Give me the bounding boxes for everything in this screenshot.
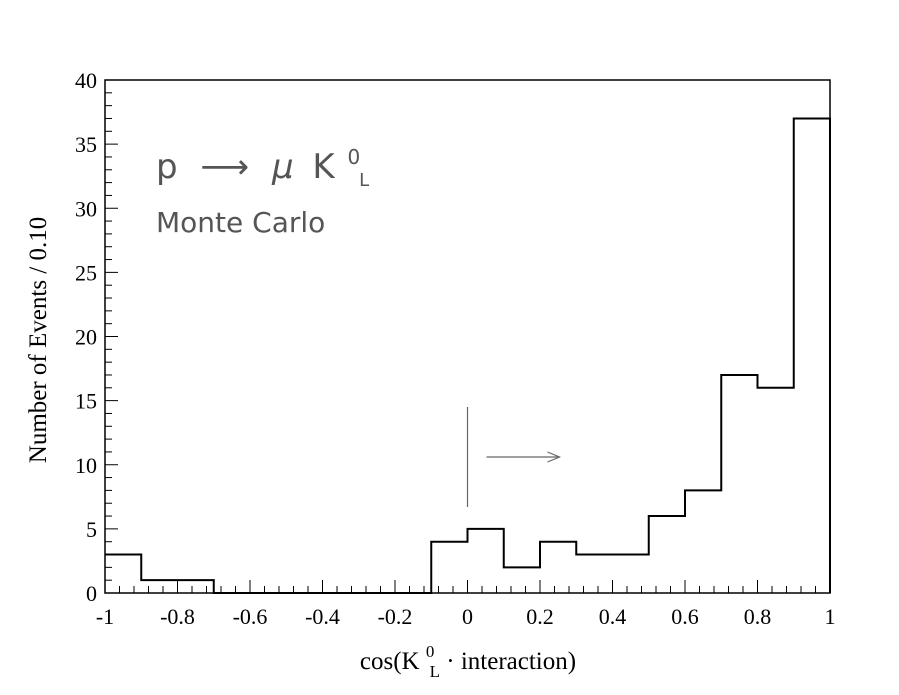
y-tick-label: 25 [75, 260, 97, 285]
proton-symbol: p [156, 147, 178, 187]
y-tick-label: 15 [75, 389, 97, 414]
x-tick-label: -1 [96, 604, 114, 629]
x-tick-label: 0.2 [526, 604, 554, 629]
axis-ticks [104, 79, 831, 594]
y-tick-label: 5 [86, 517, 97, 542]
x-tick-label: 0.6 [671, 604, 699, 629]
y-tick-label: 10 [75, 453, 97, 478]
y-tick-labels: 0 5 10 15 20 25 30 35 40 [75, 68, 97, 606]
muon-symbol: μ [271, 147, 294, 187]
x-title-prefix: cos(K [360, 648, 420, 675]
x-tick-label: -0.4 [305, 604, 340, 629]
y-tick-label: 35 [75, 132, 97, 157]
kaon-symbol: K [312, 147, 336, 187]
x-tick-label: -0.6 [233, 604, 268, 629]
x-title-superscript: 0 [426, 642, 435, 661]
x-title-suffix: · interaction) [446, 648, 576, 675]
x-tick-label: -0.2 [378, 604, 413, 629]
y-tick-label: 40 [75, 68, 97, 93]
x-axis-title: cos(K 0 L · interaction) [360, 636, 576, 683]
kaon-subscript: L [359, 170, 369, 191]
decay-arrow: ⟶ [200, 147, 249, 187]
source-label: Monte Carlo [156, 206, 325, 239]
x-title-subscript: L [430, 662, 440, 681]
x-tick-label: 0 [462, 604, 473, 629]
x-tick-label: 0.4 [599, 604, 627, 629]
x-tick-labels: -1 -0.8 -0.6 -0.4 -0.2 0 0.2 0.4 0.6 0.8 1 [96, 604, 836, 629]
cut-arrowhead-icon [547, 451, 562, 463]
y-tick-label: 20 [75, 325, 97, 350]
process-label: p ⟶ μ K 0 L [156, 133, 371, 191]
histogram-outline [105, 117, 831, 594]
y-tick-label: 0 [86, 581, 97, 606]
y-tick-label: 30 [75, 196, 97, 221]
x-tick-label: 1 [825, 604, 836, 629]
y-axis-title: Number of Events / 0.10 [25, 217, 52, 463]
x-tick-label: -0.8 [160, 604, 195, 629]
kaon-superscript: 0 [348, 145, 361, 169]
x-tick-label: 0.8 [744, 604, 772, 629]
